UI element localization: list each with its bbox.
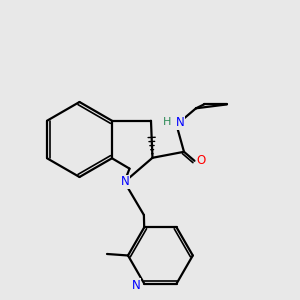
Text: H: H xyxy=(163,117,171,128)
Text: N: N xyxy=(176,116,184,129)
Text: N: N xyxy=(121,176,129,188)
Text: O: O xyxy=(196,154,206,167)
Text: N: N xyxy=(131,279,140,292)
